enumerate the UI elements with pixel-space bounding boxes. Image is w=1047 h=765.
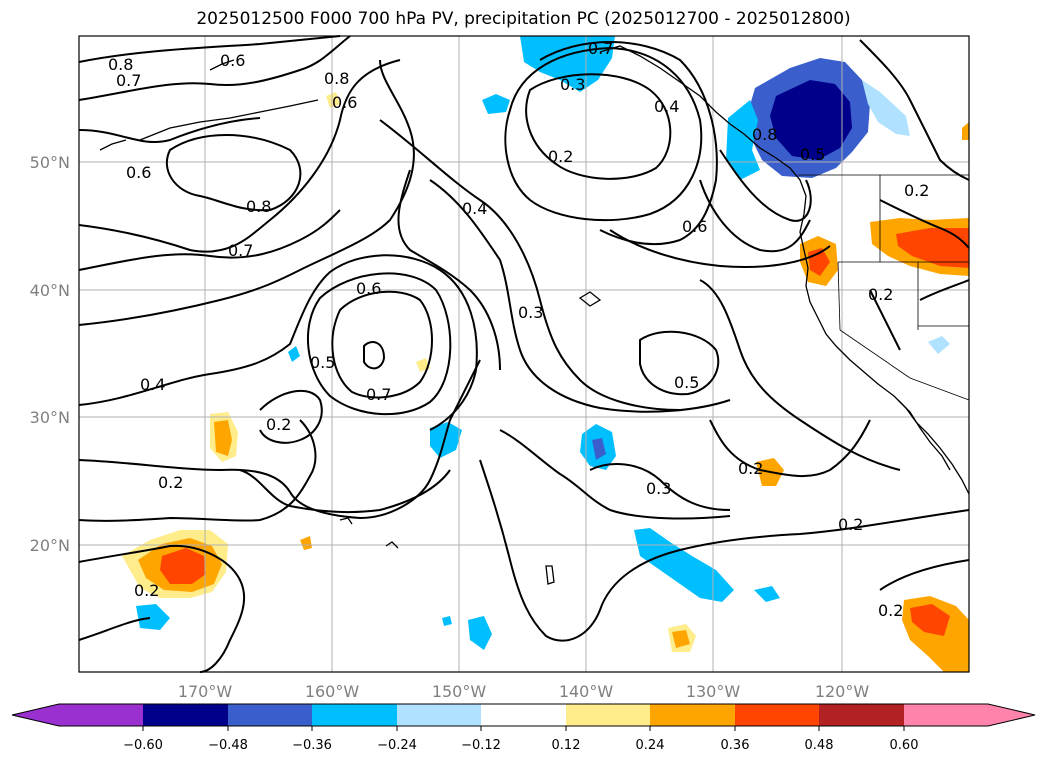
colorbar-bin — [143, 704, 228, 726]
colorbar-bin — [59, 704, 144, 726]
contour-label: 0.2 — [878, 601, 903, 620]
contour-labels: 0.8 0.7 0.6 0.8 0.6 0.7 0.3 0.2 0.4 0.8 … — [108, 39, 929, 620]
contour-label: 0.5 — [310, 353, 335, 372]
contour-label: 0.8 — [324, 69, 349, 88]
colorbar-tick-label: −0.36 — [292, 738, 332, 753]
colorbar-bin — [228, 704, 313, 726]
contour-label: 0.2 — [868, 285, 893, 304]
contour-label: 0.8 — [752, 125, 777, 144]
colorbar-extend-low — [12, 704, 59, 726]
contour-label: 0.6 — [126, 163, 151, 182]
colorbar-bin — [397, 704, 482, 726]
colorbar-tick-label: −0.24 — [377, 738, 417, 753]
contour-label: 0.7 — [228, 241, 253, 260]
lon-label-150w: 150°W — [432, 682, 487, 701]
contour-label: 0.7 — [588, 39, 613, 58]
contour-label: 0.7 — [116, 71, 141, 90]
longitude-labels: 170°W 160°W 150°W 140°W 130°W 120°W — [178, 682, 870, 701]
contour-label: 0.2 — [134, 581, 159, 600]
latitude-labels: 50°N 40°N 30°N 20°N — [30, 153, 70, 555]
colorbar-tick-label: −0.60 — [123, 738, 163, 753]
contour-label: 0.4 — [140, 375, 165, 394]
lon-label-130w: 130°W — [686, 682, 741, 701]
colorbar-tick-label: 0.48 — [805, 738, 834, 753]
colorbar-bin — [566, 704, 651, 726]
colorbar-bin — [481, 704, 566, 726]
precip-positive-shading — [122, 92, 969, 672]
map-title: 2025012500 F000 700 hPa PV, precipitatio… — [196, 9, 851, 29]
contour-label: 0.7 — [366, 385, 391, 404]
contour-label: 0.3 — [646, 479, 671, 498]
contour-label: 0.3 — [560, 75, 585, 94]
colorbar-bin — [904, 704, 989, 726]
lon-label-120w: 120°W — [815, 682, 870, 701]
colorbar-tick-label: 0.36 — [721, 738, 750, 753]
colorbar-tick-label: 0.12 — [552, 738, 581, 753]
contour-label: 0.6 — [220, 51, 245, 70]
contour-label: 0.6 — [356, 279, 381, 298]
colorbar: −0.60 −0.48 −0.36 −0.24 −0.12 0.12 0.24 … — [11, 703, 1036, 753]
contour-label: 0.2 — [158, 473, 183, 492]
contour-label: 0.5 — [674, 373, 699, 392]
contour-label: 0.2 — [266, 415, 291, 434]
contour-label: 0.8 — [246, 197, 271, 216]
lat-label-20n: 20°N — [30, 536, 70, 555]
political-borders — [798, 174, 970, 401]
colorbar-tick-label: −0.12 — [461, 738, 501, 753]
lat-label-50n: 50°N — [30, 153, 70, 172]
lon-label-160w: 160°W — [305, 682, 360, 701]
colorbar-tick-label: 0.24 — [636, 738, 665, 753]
contour-label: 0.4 — [462, 199, 487, 218]
contour-label: 0.2 — [548, 147, 573, 166]
contour-label: 0.8 — [108, 55, 133, 74]
contour-label: 0.2 — [738, 459, 763, 478]
colorbar-tick-label: −0.48 — [208, 738, 248, 753]
contour-label: 0.3 — [518, 303, 543, 322]
colorbar-extend-high — [988, 704, 1035, 726]
pv-contours — [78, 35, 970, 673]
map-frame — [78, 35, 970, 673]
contour-label: 0.2 — [904, 181, 929, 200]
lat-label-40n: 40°N — [30, 281, 70, 300]
contour-label: 0.6 — [682, 217, 707, 236]
colorbar-bin — [312, 704, 397, 726]
contour-label: 0.5 — [800, 145, 825, 164]
colorbar-bin — [650, 704, 735, 726]
colorbar-bin — [735, 704, 820, 726]
contour-label: 0.6 — [332, 93, 357, 112]
colorbar-bin — [819, 704, 904, 726]
contour-label: 0.2 — [838, 515, 863, 534]
lon-label-170w: 170°W — [178, 682, 233, 701]
contour-label: 0.4 — [654, 97, 679, 116]
lat-label-30n: 30°N — [30, 408, 70, 427]
colorbar-tick-label: 0.60 — [890, 738, 919, 753]
lon-label-140w: 140°W — [559, 682, 614, 701]
